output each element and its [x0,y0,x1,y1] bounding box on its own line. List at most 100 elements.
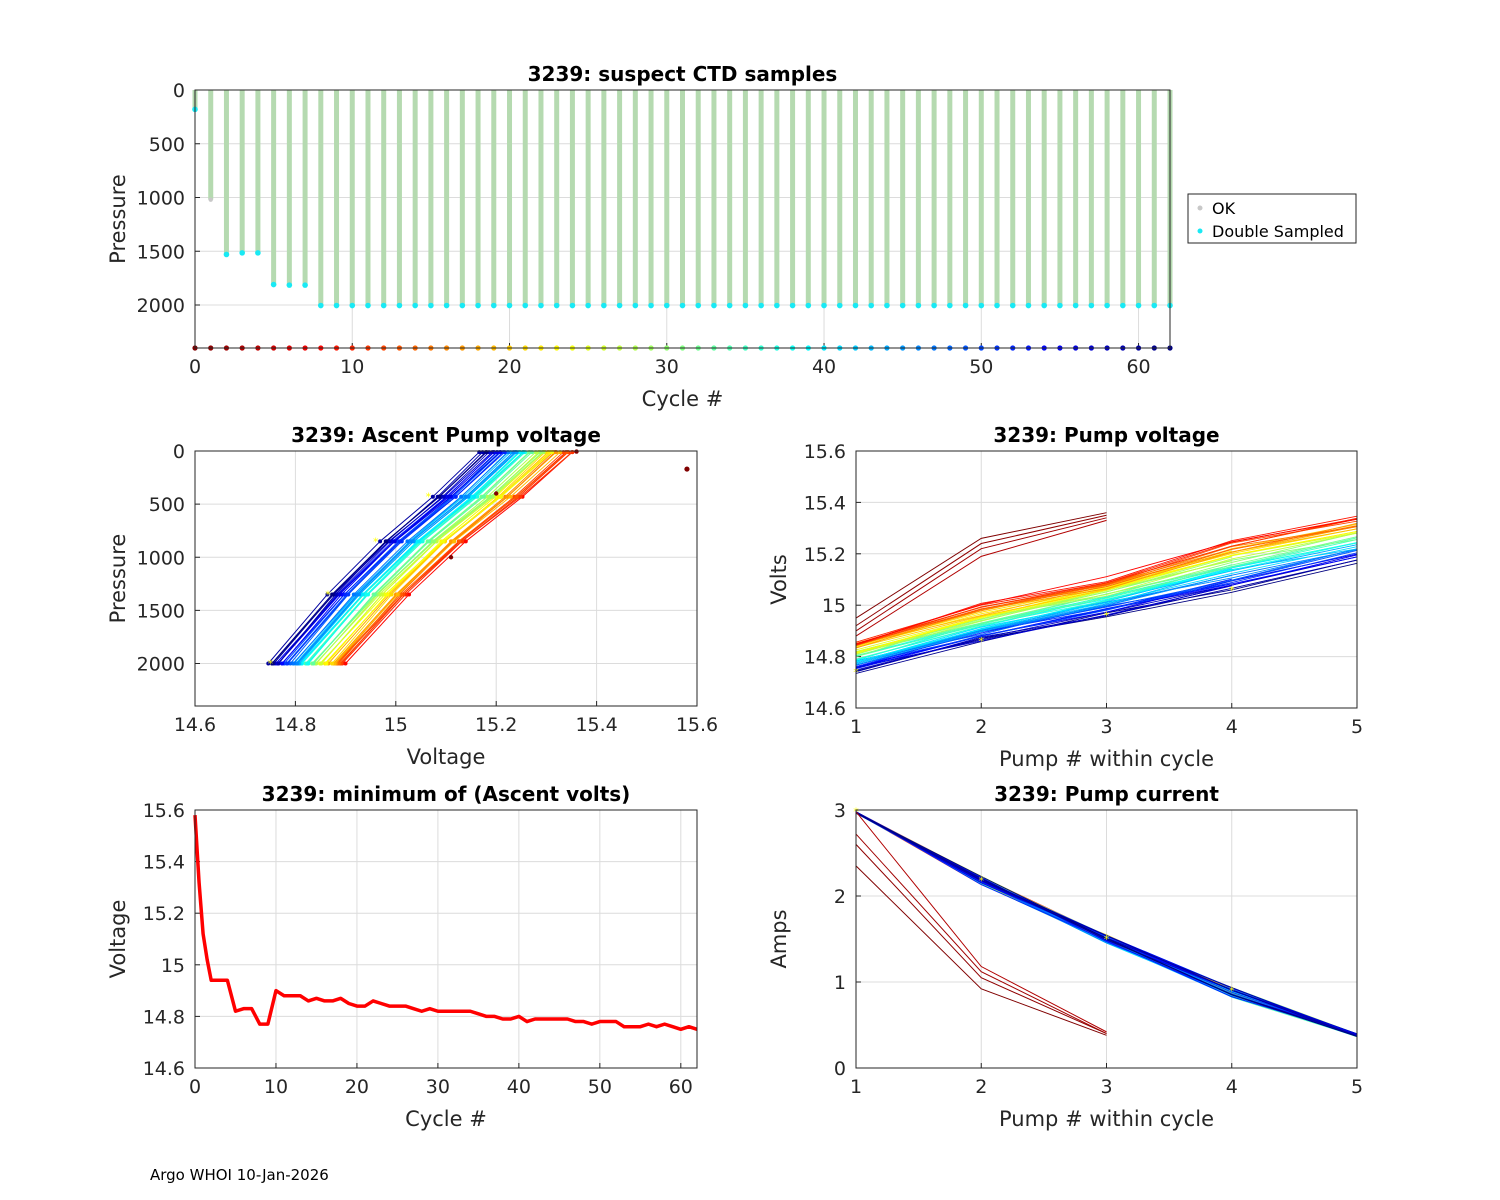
ok-sample-marker [208,197,213,202]
ascent-sample-point [343,661,348,666]
y-tick-label: 15.4 [804,492,846,514]
ascent-sample-point [409,539,414,544]
ascent-sample-point [389,592,394,597]
ascent-sample-point [276,661,281,666]
x-tick-label: 50 [588,1076,612,1098]
pump-current-lines: **** [853,806,1358,1038]
ok-sample-bars [192,90,1173,351]
x-axis-label: Pump # within cycle [999,747,1214,771]
double-sampled-marker [286,282,293,288]
double-sampled-marker [1057,302,1063,309]
pump-voltage-cycle-line [855,542,1358,657]
double-sampled-marker [1151,302,1158,309]
recent-cycle-marker: * [268,658,274,671]
ascent-sample-point [345,592,350,597]
ascent-sample-point [355,592,360,597]
ascent-sample-point [430,494,435,499]
recent-cycle-marker: * [373,535,379,548]
y-tick-label: 1500 [137,241,185,263]
double-sampled-marker [412,302,418,309]
chart-title: 3239: suspect CTD samples [528,62,838,86]
pump-voltage-cycle-line [855,523,1358,649]
axes-frame [194,450,698,707]
y-tick-label: 500 [149,494,185,516]
double-sampled-marker [428,302,434,309]
double-sampled-marker [962,302,969,309]
axes-frame [855,450,1358,709]
early-cycle-line [855,519,1107,637]
y-axis-label: Volts [767,554,791,605]
y-tick-label: 15.2 [143,903,185,925]
x-tick-label: 15.2 [475,714,517,736]
ascent-sample-point [291,661,296,666]
y-tick-label: 1 [834,972,846,994]
minimum-ascent-volts-plot: 0 10 20 30 40 50 60 14.6 14.8 15 15.2 15.4 15.6 3239:… [106,782,698,1131]
legend-double-sampled-label: Double Sampled [1212,222,1344,241]
double-sampled-marker [538,302,544,309]
double-sampled-marker [475,302,481,309]
x-tick-label: 15.6 [676,714,718,736]
double-sampled-marker [852,302,859,309]
x-tick-label: 15 [384,714,408,736]
y-axis-label: Pressure [106,174,130,264]
y-tick-label: 15 [822,595,846,617]
ascent-sample-point [446,494,451,499]
pump-voltage-cycle-line [855,556,1358,667]
double-sampled-marker [1041,302,1047,309]
pump-voltage-cycle-line [855,532,1358,658]
ascent-sample-point [472,494,477,499]
chart-title: 3239: Ascent Pump voltage [291,423,601,447]
recent-cycle-marker: * [1104,609,1110,622]
double-sampled-marker [915,302,922,309]
recent-cycle-marker: * [979,875,985,888]
ascent-sample-point [431,539,436,544]
y-tick-label: 1000 [137,547,185,569]
legend: OK Double Sampled [1187,193,1357,244]
x-tick-label: 10 [264,1076,288,1098]
axes-frame [194,809,698,1069]
ascent-sample-point [383,539,388,544]
ascent-sample-point [498,494,503,499]
pump-voltage-cycle-line [855,550,1358,664]
x-tick-label: 3 [1100,716,1112,738]
ascent-sample-point [325,592,330,597]
double-sampled-marker [758,302,764,309]
ascent-sample-point [294,661,299,666]
pump-voltage-cycle-line [855,518,1358,645]
ascent-sample-point [318,661,323,666]
double-sampled-marker [947,302,953,309]
double-sampled-marker [318,302,324,309]
y-tick-label: 0 [173,441,185,463]
double-sampled-marker [899,302,906,309]
double-sampled-marker [1104,302,1110,309]
chart-title: 3239: Pump voltage [993,423,1219,447]
y-tick-label: 1000 [137,188,185,210]
y-tick-label: 3 [834,800,846,822]
x-axis-label: Voltage [407,745,486,769]
ascent-sample-point [378,539,383,544]
x-tick-label: 2 [975,716,987,738]
ascent-sample-point [330,661,335,666]
x-tick-label: 20 [497,356,521,378]
early-cycle-line [855,833,1107,1035]
legend-double-sampled-marker [1197,228,1203,234]
double-sampled-marker [349,302,356,309]
x-axis-label: Cycle # [642,387,724,411]
ascent-sample-point [342,592,347,597]
pump-voltage-cycle-line [855,569,1232,660]
ascent-sample-point [440,539,445,544]
x-tick-label: 1 [850,716,862,738]
x-tick-label: 2 [975,1076,987,1098]
ascent-sample-point [481,494,486,499]
legend-box [1187,193,1357,244]
ascent-sample-point [488,494,493,499]
pump-current-cycle-line [855,811,1358,1035]
chart-title: 3239: Pump current [994,782,1219,806]
legend-ok-marker [1197,205,1203,211]
ascent-sample-point [280,661,285,666]
x-tick-label: 30 [426,1076,450,1098]
y-tick-label: 15.6 [143,800,185,822]
early-cycle-point [448,555,454,560]
ascent-sample-point [372,592,377,597]
